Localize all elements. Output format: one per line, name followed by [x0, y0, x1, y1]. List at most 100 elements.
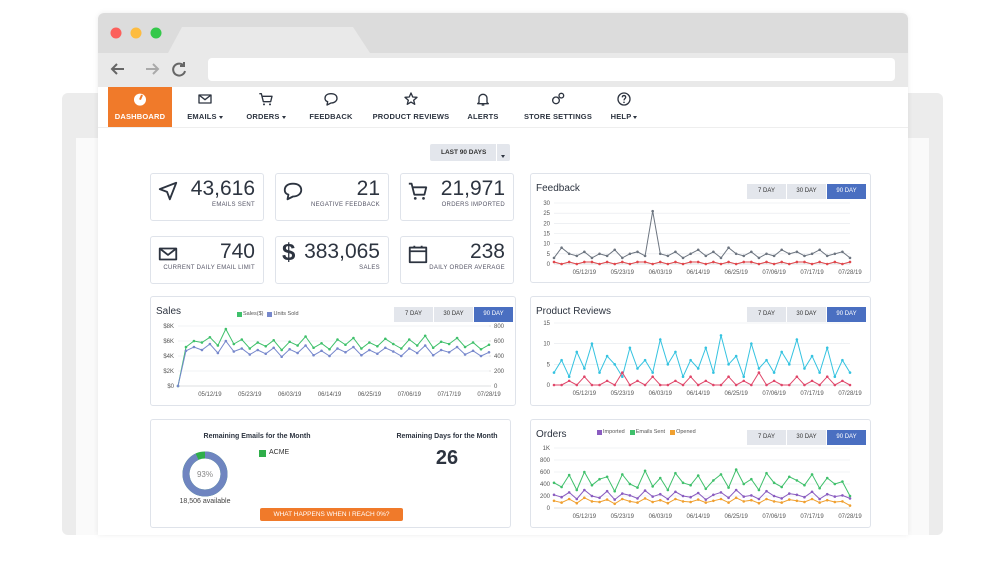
- nav-item[interactable]: STORE SETTINGS: [514, 87, 602, 127]
- series-point: [643, 489, 647, 492]
- nav-item[interactable]: FEEDBACK: [298, 87, 364, 127]
- range-button[interactable]: 7 DAY: [747, 307, 787, 322]
- range-button[interactable]: 90 DAY: [827, 307, 867, 322]
- series-point: [750, 383, 753, 387]
- series-point: [304, 335, 307, 338]
- range-button[interactable]: 90 DAY: [474, 307, 514, 322]
- series-point: [750, 477, 753, 481]
- series-point: [248, 347, 252, 350]
- x-tick-label: 05/12/19: [573, 391, 597, 397]
- stat-label: DAILY ORDER AVERAGE: [429, 265, 505, 271]
- series-point: [757, 497, 761, 501]
- x-tick-label: 07/06/19: [762, 270, 786, 276]
- reach-button[interactable]: WHAT HAPPENS WHEN I REACH 0%?: [260, 508, 403, 521]
- series-point: [200, 348, 204, 352]
- y-tick-label: 0: [547, 262, 551, 268]
- series-point: [833, 260, 837, 264]
- series-point: [184, 349, 188, 353]
- series-point: [848, 256, 852, 260]
- series-point: [636, 379, 639, 383]
- series-point: [415, 351, 419, 355]
- series-point: [795, 375, 799, 379]
- range-button[interactable]: 90 DAY: [827, 430, 867, 445]
- series-point: [479, 354, 483, 358]
- series-point: [628, 252, 632, 256]
- chart-card: Orders 7 DAY 30 DAY 90 DAY Imported Emails Se…: [530, 419, 871, 528]
- nav-item[interactable]: EMAILS: [174, 87, 236, 127]
- range-button[interactable]: 30 DAY: [434, 307, 474, 322]
- nav-item[interactable]: ALERTS: [460, 87, 506, 127]
- series-point: [651, 495, 654, 498]
- range-button[interactable]: 7 DAY: [747, 430, 787, 445]
- legend-label: Sales($): [243, 311, 264, 317]
- series-point: [256, 341, 260, 344]
- address-bar[interactable]: [208, 58, 895, 81]
- series-point: [575, 497, 579, 501]
- series-point: [598, 252, 601, 256]
- series-point: [719, 383, 723, 387]
- series-point: [567, 260, 571, 264]
- series-point: [575, 262, 579, 266]
- nav-item[interactable]: PRODUCT REVIEWS: [366, 87, 456, 127]
- series-point: [658, 260, 662, 264]
- range-button[interactable]: 30 DAY: [787, 307, 827, 322]
- series-point: [439, 340, 443, 344]
- range-button[interactable]: 7 DAY: [747, 184, 787, 199]
- range-button[interactable]: 30 DAY: [787, 430, 827, 445]
- icon: [408, 182, 428, 200]
- browser-nav-buttons[interactable]: [110, 58, 190, 80]
- series-point: [636, 486, 639, 489]
- icon-shape: [422, 196, 425, 200]
- chart-title: Feedback: [536, 183, 580, 194]
- icon-shape: [158, 181, 178, 201]
- series-point: [734, 488, 738, 492]
- series-point: [780, 350, 783, 354]
- series-point: [336, 338, 339, 341]
- range-button[interactable]: 30 DAY: [787, 184, 827, 199]
- series-point: [583, 470, 586, 474]
- legend: Imported Emails Sent Opened: [597, 429, 717, 435]
- x-tick-label: 06/25/19: [724, 391, 748, 397]
- range-button[interactable]: 90 DAY: [827, 184, 867, 199]
- series-point: [674, 379, 677, 383]
- nav-item[interactable]: DASHBOARD: [108, 87, 172, 127]
- series-point: [583, 375, 586, 379]
- series-point: [780, 248, 783, 252]
- series-point: [613, 363, 617, 366]
- series-point: [841, 480, 844, 483]
- series-point: [818, 371, 821, 374]
- series-point: [598, 262, 601, 266]
- icon: [552, 92, 565, 105]
- series-point: [727, 375, 730, 379]
- series-point: [742, 260, 746, 264]
- series-point: [423, 334, 427, 338]
- stat-label: EMAILS SENT: [212, 202, 255, 208]
- legend-item: Opened: [670, 429, 696, 435]
- range-button[interactable]: 7 DAY: [394, 307, 434, 322]
- series-point: [848, 383, 852, 387]
- series-point: [590, 494, 594, 498]
- series-point: [696, 367, 700, 370]
- period-dropdown[interactable]: LAST 90 DAYS: [430, 144, 510, 161]
- chart-card: Feedback 7 DAY 30 DAY 90 DAY 0 5 10 15 20 25 30 05/…: [530, 173, 871, 283]
- series-point: [628, 346, 632, 350]
- series-point: [765, 497, 768, 501]
- nav-item[interactable]: HELP: [602, 87, 646, 127]
- series-point: [368, 348, 371, 352]
- x-tick-label: 06/14/19: [318, 392, 342, 398]
- series-point: [658, 476, 662, 480]
- nav-label: STORE SETTINGS: [523, 112, 593, 121]
- series-point: [560, 246, 563, 250]
- x-tick-label: 05/23/19: [611, 391, 635, 397]
- series-point: [833, 375, 837, 379]
- series-point: [613, 489, 617, 493]
- series-point: [833, 495, 837, 498]
- stat-value: 238: [469, 240, 505, 263]
- series-point: [208, 335, 212, 339]
- nav-item[interactable]: ORDERS: [242, 87, 290, 127]
- series-point: [552, 383, 556, 387]
- series-point: [368, 341, 371, 344]
- nav-label: PRODUCT REVIEWS: [372, 112, 450, 121]
- series-point: [560, 495, 563, 499]
- series-point: [666, 501, 670, 505]
